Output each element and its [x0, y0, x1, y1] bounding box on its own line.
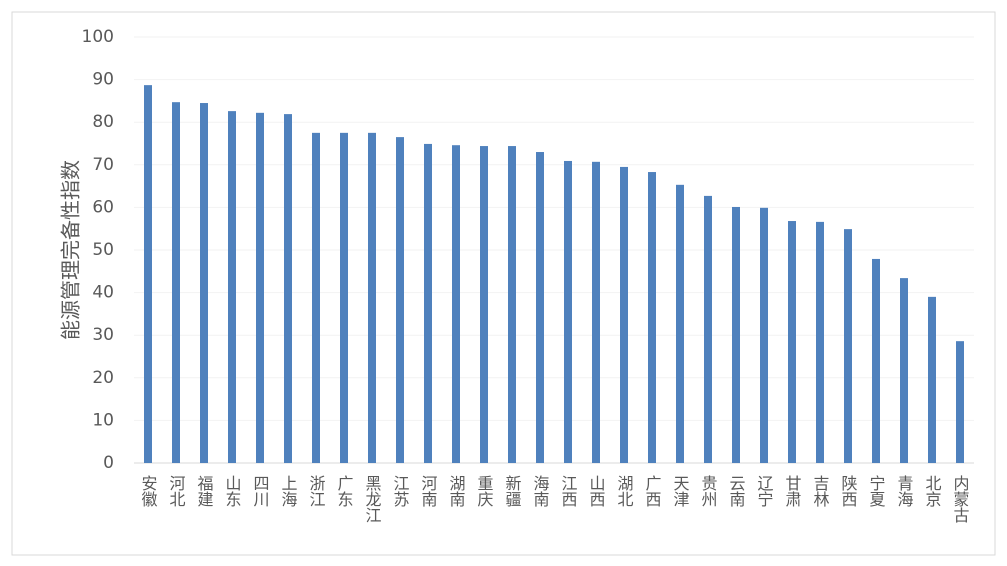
bar	[872, 258, 880, 463]
bar	[592, 161, 600, 463]
bar	[648, 172, 656, 464]
bar	[956, 341, 964, 463]
x-tick-label: 天津	[671, 475, 690, 507]
y-tick-label: 70	[92, 155, 114, 175]
y-axis-title: 能源管理完备性指数	[59, 160, 83, 340]
bar	[284, 114, 292, 463]
bar	[844, 229, 852, 463]
x-tick-label: 甘肃	[783, 475, 802, 507]
x-tick-label: 贵州	[699, 475, 718, 507]
x-tick-label: 山东	[223, 475, 242, 507]
bar	[536, 152, 544, 463]
bar	[564, 160, 572, 463]
bar	[396, 137, 404, 464]
y-tick-label: 40	[92, 283, 114, 303]
x-tick-label: 新疆	[503, 475, 522, 507]
bar	[760, 207, 768, 463]
x-tick-label: 浙江	[307, 475, 326, 507]
bar	[340, 132, 348, 463]
bar	[900, 278, 908, 463]
bar	[928, 296, 936, 463]
x-tick-label: 四川	[251, 475, 270, 507]
x-tick-label: 湖南	[447, 475, 466, 507]
x-tick-label: 云南	[727, 475, 746, 507]
bar	[620, 166, 628, 463]
bar	[312, 132, 320, 463]
x-tick-label: 海南	[531, 475, 550, 507]
y-tick-label: 10	[92, 410, 114, 430]
x-tick-label: 吉林	[811, 475, 830, 507]
bar	[676, 184, 684, 463]
x-tick-label: 江西	[559, 475, 578, 507]
x-tick-label: 河南	[419, 475, 438, 507]
x-tick-label: 山西	[587, 475, 606, 507]
y-tick-label: 0	[103, 453, 114, 473]
x-tick-label: 湖北	[615, 475, 634, 507]
x-tick-label: 宁夏	[867, 475, 886, 507]
y-tick-label: 90	[92, 70, 114, 90]
x-tick-label: 辽宁	[755, 475, 774, 507]
y-tick-label: 60	[92, 197, 114, 217]
y-tick-label: 80	[92, 112, 114, 132]
x-tick-label: 重庆	[475, 475, 494, 507]
bar	[368, 132, 376, 463]
x-tick-label: 黑龙江	[363, 475, 382, 523]
bar	[788, 221, 796, 463]
y-tick-label: 100	[82, 27, 114, 47]
x-tick-label: 河北	[167, 475, 186, 507]
bar	[172, 102, 180, 463]
y-tick-label: 20	[92, 368, 114, 388]
y-tick-label: 50	[92, 240, 114, 260]
x-tick-label: 上海	[279, 475, 298, 507]
x-tick-label: 广东	[335, 475, 354, 507]
bar	[424, 143, 432, 463]
bar	[200, 103, 208, 463]
x-tick-label: 安徽	[139, 475, 158, 507]
bar	[144, 85, 152, 463]
y-tick-label: 30	[92, 325, 114, 345]
bar	[256, 112, 264, 463]
bar	[816, 221, 824, 463]
bar	[228, 111, 236, 464]
bar	[732, 206, 740, 463]
x-tick-label: 陕西	[839, 475, 858, 507]
x-tick-label: 江苏	[391, 475, 410, 508]
x-tick-label: 广西	[643, 475, 662, 507]
bar	[480, 146, 488, 463]
bar	[704, 195, 712, 463]
x-tick-label: 福建	[195, 475, 214, 507]
bar	[452, 145, 460, 464]
x-tick-label: 内蒙古	[951, 475, 970, 523]
x-tick-label: 青海	[895, 475, 914, 507]
x-tick-label: 北京	[923, 475, 942, 508]
bar	[508, 146, 516, 463]
